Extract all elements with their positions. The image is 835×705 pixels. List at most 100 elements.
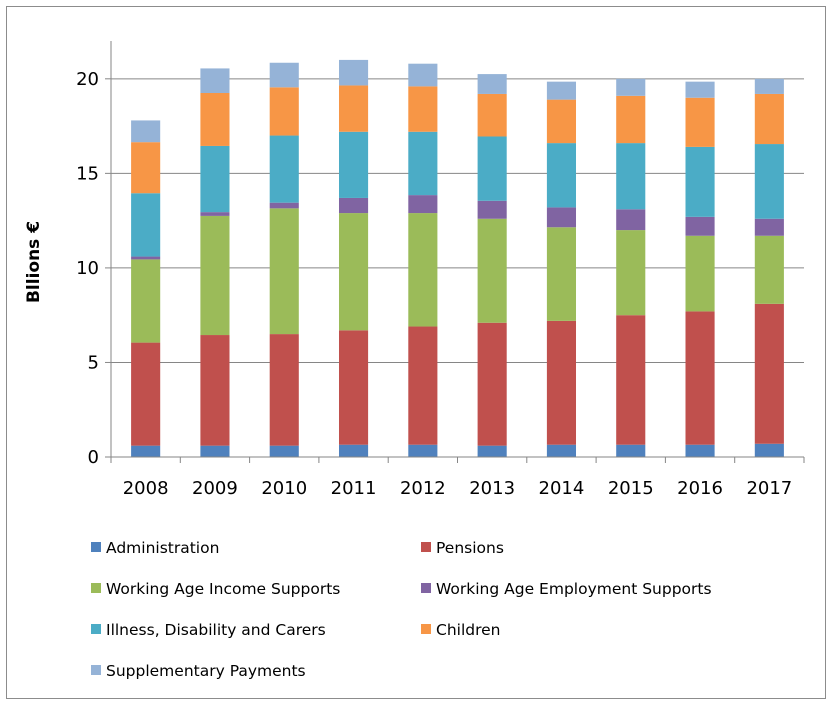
bar-segment: [408, 195, 438, 214]
x-tick-label: 2016: [677, 478, 723, 499]
legend: Administration Pensions Working Age Income…: [91, 539, 712, 680]
legend-item: Children: [421, 621, 501, 639]
legend-swatch: [91, 542, 101, 552]
bar-segment: [685, 81, 715, 98]
bar-segment: [546, 81, 577, 100]
bar-segment: [616, 315, 646, 445]
bar-segment: [200, 335, 230, 446]
y-tick-label: 20: [76, 69, 99, 90]
bar-segment: [616, 209, 646, 231]
bar-segment: [338, 59, 369, 86]
bar-segment: [269, 334, 299, 446]
bar-segment: [546, 320, 577, 445]
x-tick-label: 2010: [261, 478, 307, 499]
bar-segment: [200, 445, 230, 457]
bar-segment: [338, 444, 369, 457]
bar-segment: [477, 93, 507, 137]
bar-segment: [616, 230, 646, 316]
x-tick-label: 2017: [746, 478, 792, 499]
bar-segment: [685, 444, 715, 457]
legend-swatch: [421, 583, 431, 593]
legend-item: Pensions: [421, 539, 504, 557]
bar-segment: [338, 131, 369, 198]
bar-segment: [754, 303, 784, 444]
bar-segment: [477, 445, 507, 457]
legend-label: Working Age Income Supports: [106, 580, 340, 598]
legend-swatch: [91, 583, 101, 593]
bar-segment: [685, 97, 715, 147]
bar-segment: [338, 85, 369, 132]
y-tick-label: 10: [76, 258, 99, 279]
y-tick-label: 0: [88, 447, 99, 468]
x-tick-label: 2014: [539, 478, 585, 499]
bars: [131, 59, 784, 457]
bar-segment: [131, 193, 161, 257]
bar-segment: [546, 99, 577, 144]
bar-segment: [131, 342, 161, 446]
bar-segment: [338, 330, 369, 445]
bar-segment: [200, 212, 230, 216]
bar-segment: [269, 202, 299, 209]
bar-segment: [477, 322, 507, 446]
bar-segment: [200, 68, 230, 93]
bar-segment: [754, 78, 784, 94]
legend-item: Supplementary Payments: [91, 662, 306, 680]
x-tick-label: 2013: [469, 478, 515, 499]
x-tick-label: 2008: [123, 478, 169, 499]
bar-segment: [616, 444, 646, 457]
bar-segment: [546, 444, 577, 457]
bar-segment: [616, 95, 646, 144]
bar-segment: [408, 131, 438, 196]
bar-segment: [685, 216, 715, 236]
bar-segment: [546, 227, 577, 321]
bar-segment: [685, 146, 715, 217]
bar-segment: [616, 78, 646, 96]
bar-segment: [269, 445, 299, 457]
legend-item: Working Age Income Supports: [91, 580, 340, 598]
bar-segment: [269, 135, 299, 203]
stacked-bar-chart: 0 5 10 15 20 2008 2009 2010 2011 2012 2013 2014 2015…: [24, 41, 805, 680]
bar-segment: [754, 144, 784, 219]
bar-segment: [200, 215, 230, 336]
x-tick-label: 2009: [192, 478, 238, 499]
tick-labels: 0 5 10 15 20 2008 2009 2010 2011 2012 2013 2014 2015…: [76, 69, 792, 499]
bar-segment: [131, 142, 161, 194]
bar-segment: [754, 235, 784, 304]
legend-label: Illness, Disability and Carers: [106, 621, 326, 639]
legend-item: Administration: [91, 539, 219, 557]
bar-segment: [131, 445, 161, 457]
legend-item: Working Age Employment Supports: [421, 580, 712, 598]
bar-segment: [477, 200, 507, 219]
bar-segment: [269, 208, 299, 335]
bar-segment: [408, 326, 438, 445]
legend-swatch: [421, 542, 431, 552]
bar-segment: [131, 259, 161, 343]
bar-segment: [408, 444, 438, 457]
bar-segment: [338, 213, 369, 331]
legend-label: Children: [436, 621, 501, 639]
legend-swatch: [421, 624, 431, 634]
bar-segment: [269, 87, 299, 136]
bar-segment: [408, 213, 438, 327]
bar-segment: [685, 235, 715, 312]
bar-segment: [477, 136, 507, 201]
bar-segment: [200, 93, 230, 146]
legend-label: Working Age Employment Supports: [436, 580, 712, 598]
x-tick-label: 2015: [608, 478, 654, 499]
bar-segment: [131, 256, 161, 260]
y-tick-label: 5: [88, 352, 99, 373]
chart-frame: 0 5 10 15 20 2008 2009 2010 2011 2012 2013 2014 2015…: [6, 6, 826, 699]
y-axis-label: Bllions €: [24, 221, 44, 303]
bar-segment: [408, 63, 438, 87]
legend-label: Administration: [106, 539, 219, 557]
bar-segment: [754, 218, 784, 236]
bar-segment: [754, 443, 784, 457]
y-tick-label: 15: [76, 163, 99, 184]
bar-segment: [338, 197, 369, 214]
axes: [105, 41, 805, 463]
legend-label: Pensions: [436, 539, 504, 557]
x-tick-label: 2012: [400, 478, 446, 499]
bar-segment: [408, 86, 438, 132]
bar-segment: [269, 62, 299, 88]
x-tick-label: 2011: [331, 478, 377, 499]
